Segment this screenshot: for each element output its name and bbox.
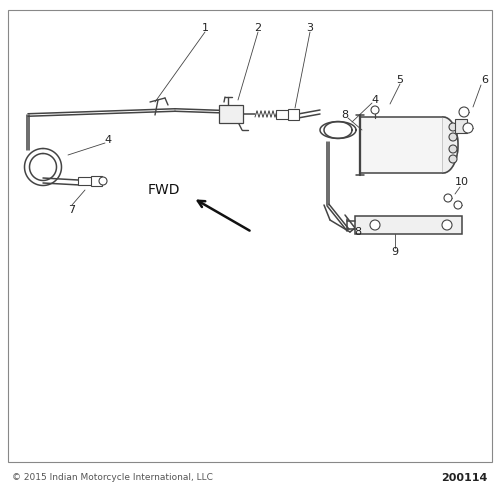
- Circle shape: [449, 133, 457, 141]
- FancyBboxPatch shape: [276, 110, 290, 118]
- Circle shape: [370, 220, 380, 230]
- Circle shape: [449, 123, 457, 131]
- Text: 4: 4: [372, 95, 378, 105]
- Text: 8: 8: [342, 110, 348, 120]
- Circle shape: [442, 220, 452, 230]
- FancyBboxPatch shape: [288, 108, 298, 120]
- Circle shape: [459, 107, 469, 117]
- FancyBboxPatch shape: [90, 176, 102, 186]
- Text: 7: 7: [68, 205, 75, 215]
- Text: 5: 5: [396, 75, 404, 85]
- Text: 1: 1: [202, 23, 208, 33]
- Polygon shape: [443, 117, 458, 173]
- Circle shape: [371, 106, 379, 114]
- Text: 3: 3: [306, 23, 314, 33]
- Bar: [455, 119, 467, 133]
- Text: FWD: FWD: [148, 183, 180, 197]
- Circle shape: [449, 155, 457, 163]
- Circle shape: [449, 145, 457, 153]
- Text: 9: 9: [392, 247, 398, 257]
- FancyBboxPatch shape: [78, 176, 92, 184]
- Circle shape: [99, 177, 107, 185]
- Text: 8: 8: [354, 227, 362, 237]
- Circle shape: [444, 194, 452, 202]
- Text: 10: 10: [455, 177, 469, 187]
- Circle shape: [454, 201, 462, 209]
- Bar: [360, 117, 443, 173]
- Text: © 2015 Indian Motorcycle International, LLC: © 2015 Indian Motorcycle International, …: [12, 474, 213, 482]
- Bar: [355, 216, 462, 234]
- Text: 6: 6: [482, 75, 488, 85]
- FancyBboxPatch shape: [219, 105, 243, 123]
- Circle shape: [463, 123, 473, 133]
- Text: 2: 2: [254, 23, 262, 33]
- Text: 200114: 200114: [442, 473, 488, 483]
- Text: 4: 4: [104, 135, 112, 145]
